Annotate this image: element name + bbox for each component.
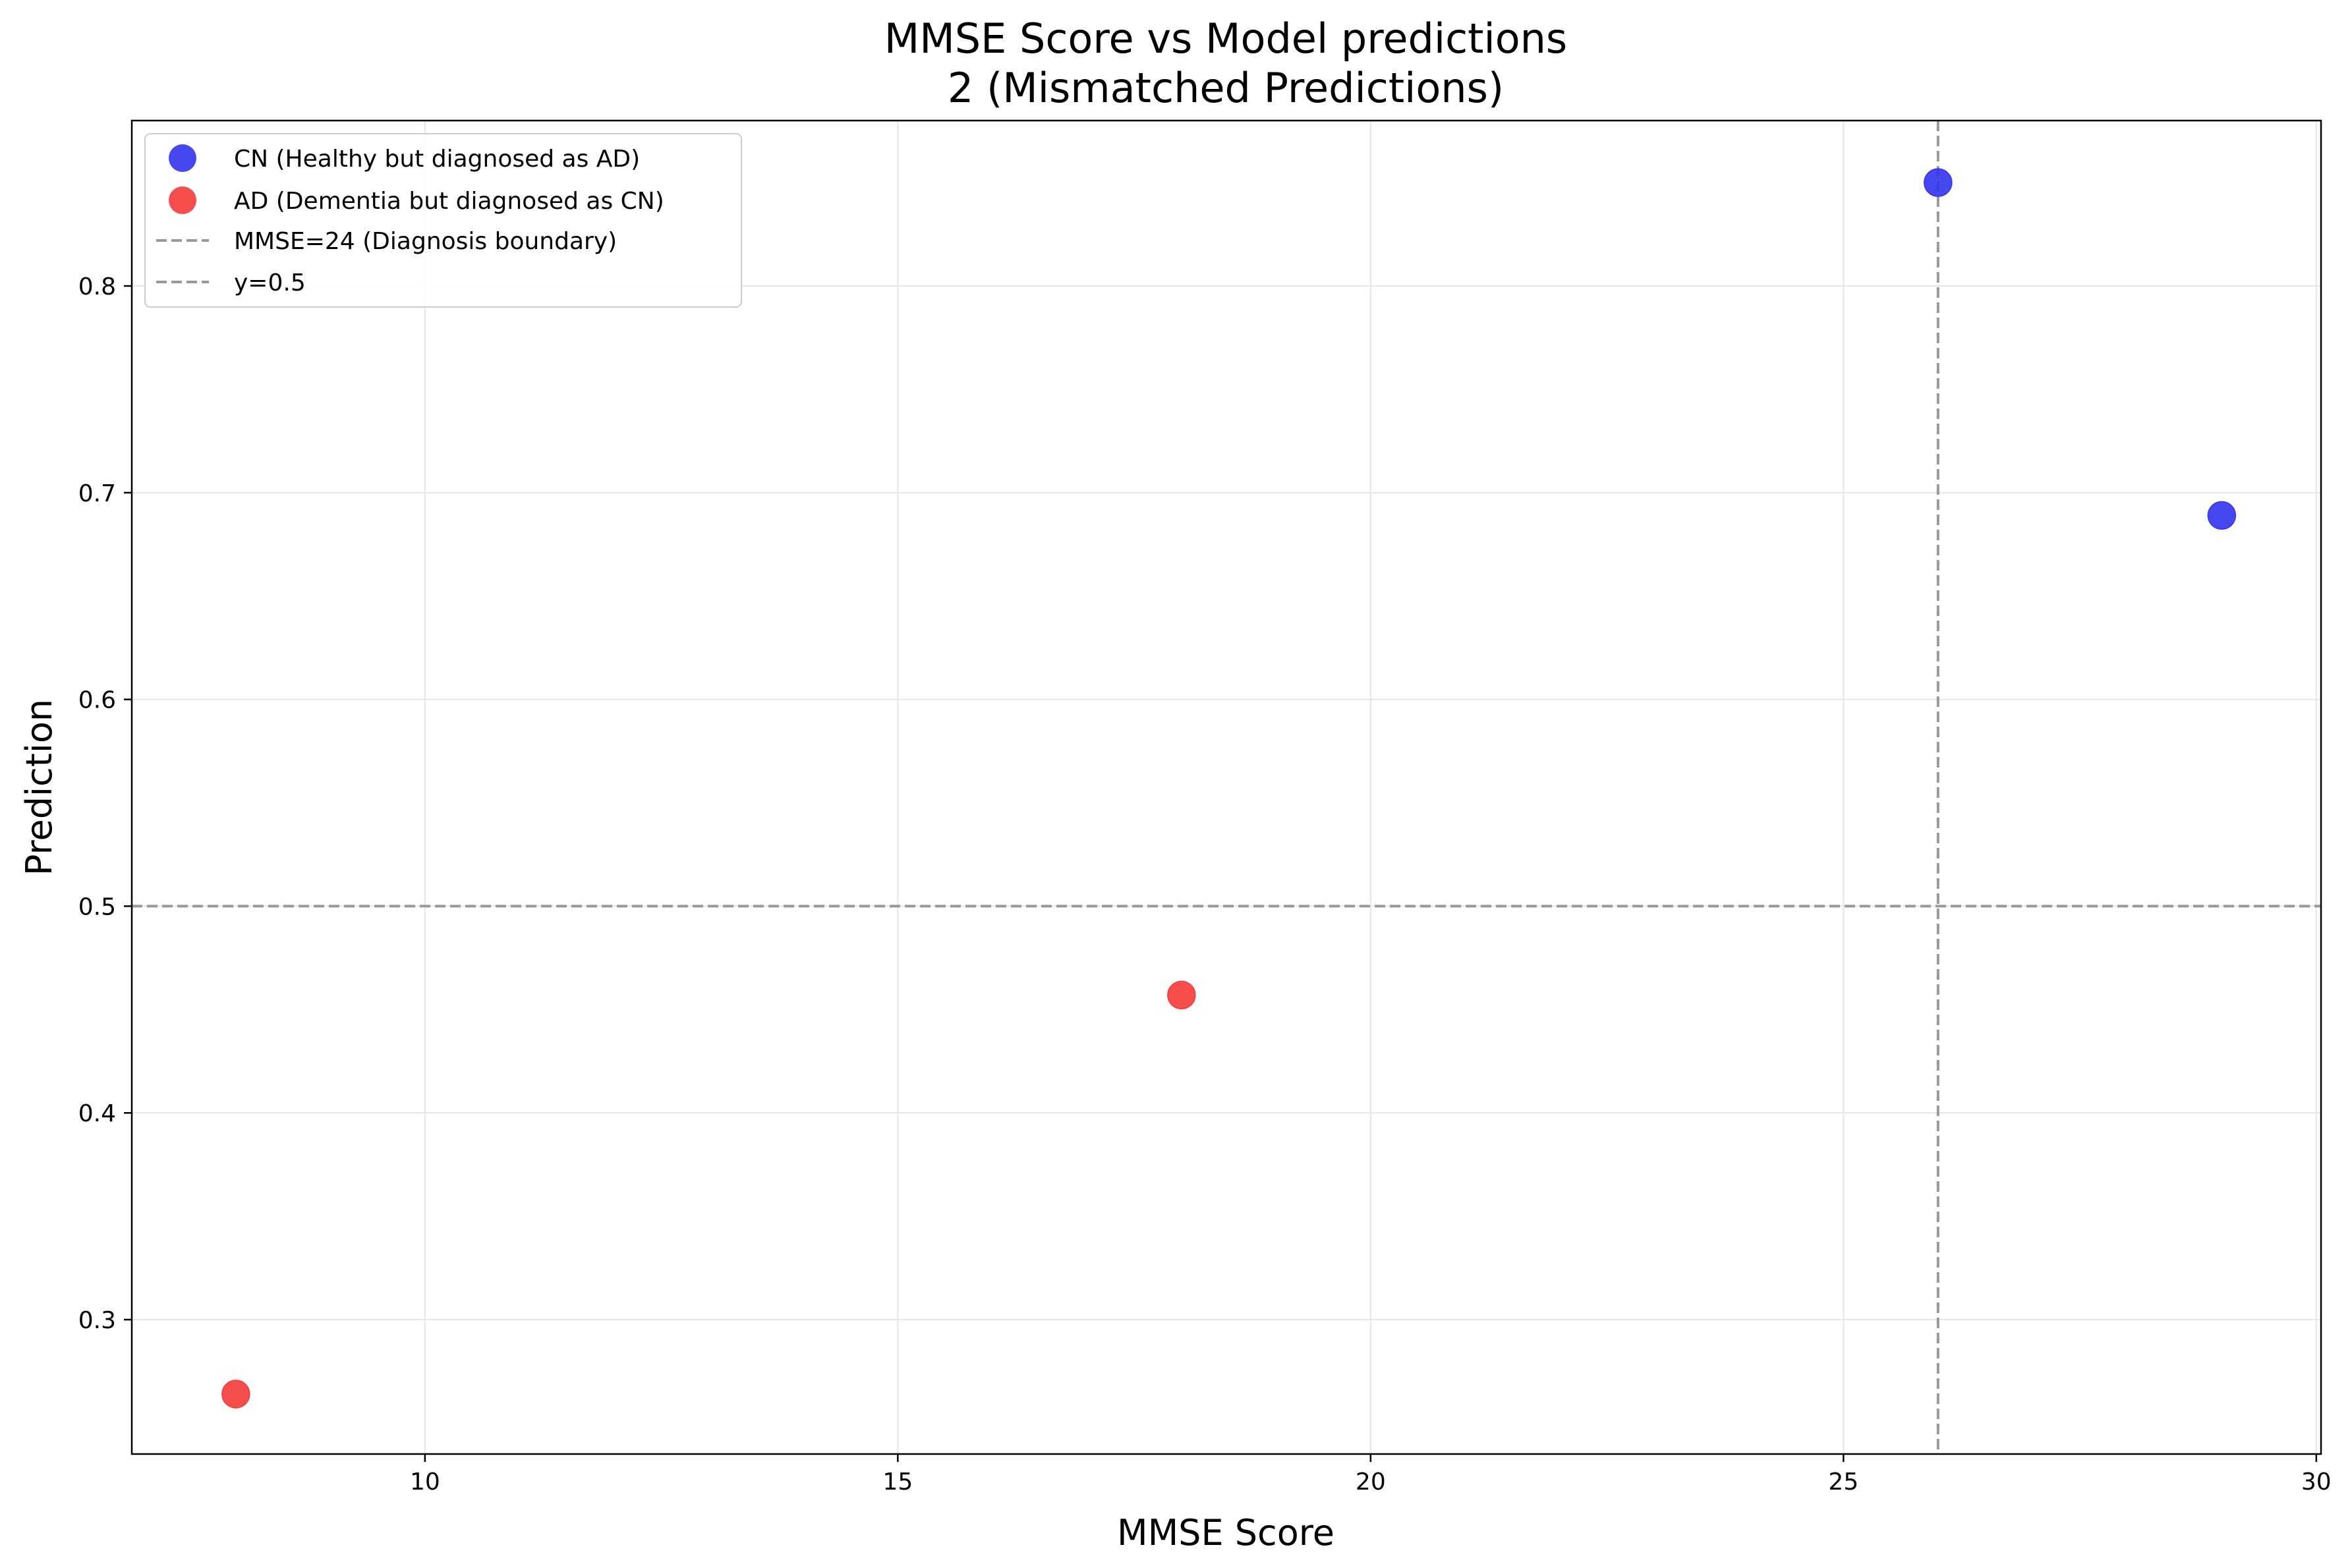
legend-label-cn: CN (Healthy but diagnosed as AD)	[234, 146, 640, 173]
reference-lines	[132, 121, 2321, 1454]
scatter-points	[221, 168, 2237, 1409]
legend-label-mmse: MMSE=24 (Diagnosis boundary)	[234, 228, 617, 255]
x-axis-ticks: 10 15 20 25 30	[410, 1454, 2332, 1496]
grid	[132, 121, 2321, 1454]
x-tick-label: 15	[882, 1469, 913, 1496]
y-tick-label: 0.5	[78, 893, 116, 920]
x-tick-label: 10	[410, 1469, 440, 1496]
legend-label-y05: y=0.5	[234, 269, 306, 296]
y-tick-label: 0.8	[78, 273, 116, 300]
chart-title-line-1: MMSE Score vs Model predictions	[884, 14, 1568, 63]
legend-label-ad: AD (Dementia but diagnosed as CN)	[234, 188, 664, 215]
legend-box	[144, 133, 742, 308]
legend: CN (Healthy but diagnosed as AD) AD (Dem…	[144, 133, 742, 308]
x-tick-label: 25	[1828, 1469, 1858, 1496]
y-tick-label: 0.6	[78, 687, 116, 714]
y-tick-label: 0.4	[78, 1100, 116, 1127]
x-axis-label: MMSE Score	[1117, 1512, 1334, 1554]
chart-title-line-2: 2 (Mismatched Predictions)	[948, 64, 1504, 112]
y-axis-label: Prediction	[18, 699, 60, 876]
legend-marker-ad	[169, 186, 196, 214]
cn-point	[1924, 168, 1953, 197]
ad-point	[1167, 980, 1196, 1010]
cn-point	[2207, 501, 2237, 530]
x-tick-label: 30	[2301, 1469, 2332, 1496]
x-tick-label: 20	[1356, 1469, 1386, 1496]
y-axis-ticks: 0.3 0.4 0.5 0.6 0.7 0.8	[78, 273, 132, 1334]
plot-frame	[130, 119, 2322, 1455]
ad-point	[221, 1380, 250, 1409]
y-tick-label: 0.7	[78, 480, 116, 507]
y-tick-label: 0.3	[78, 1307, 116, 1334]
legend-marker-cn	[169, 144, 196, 172]
